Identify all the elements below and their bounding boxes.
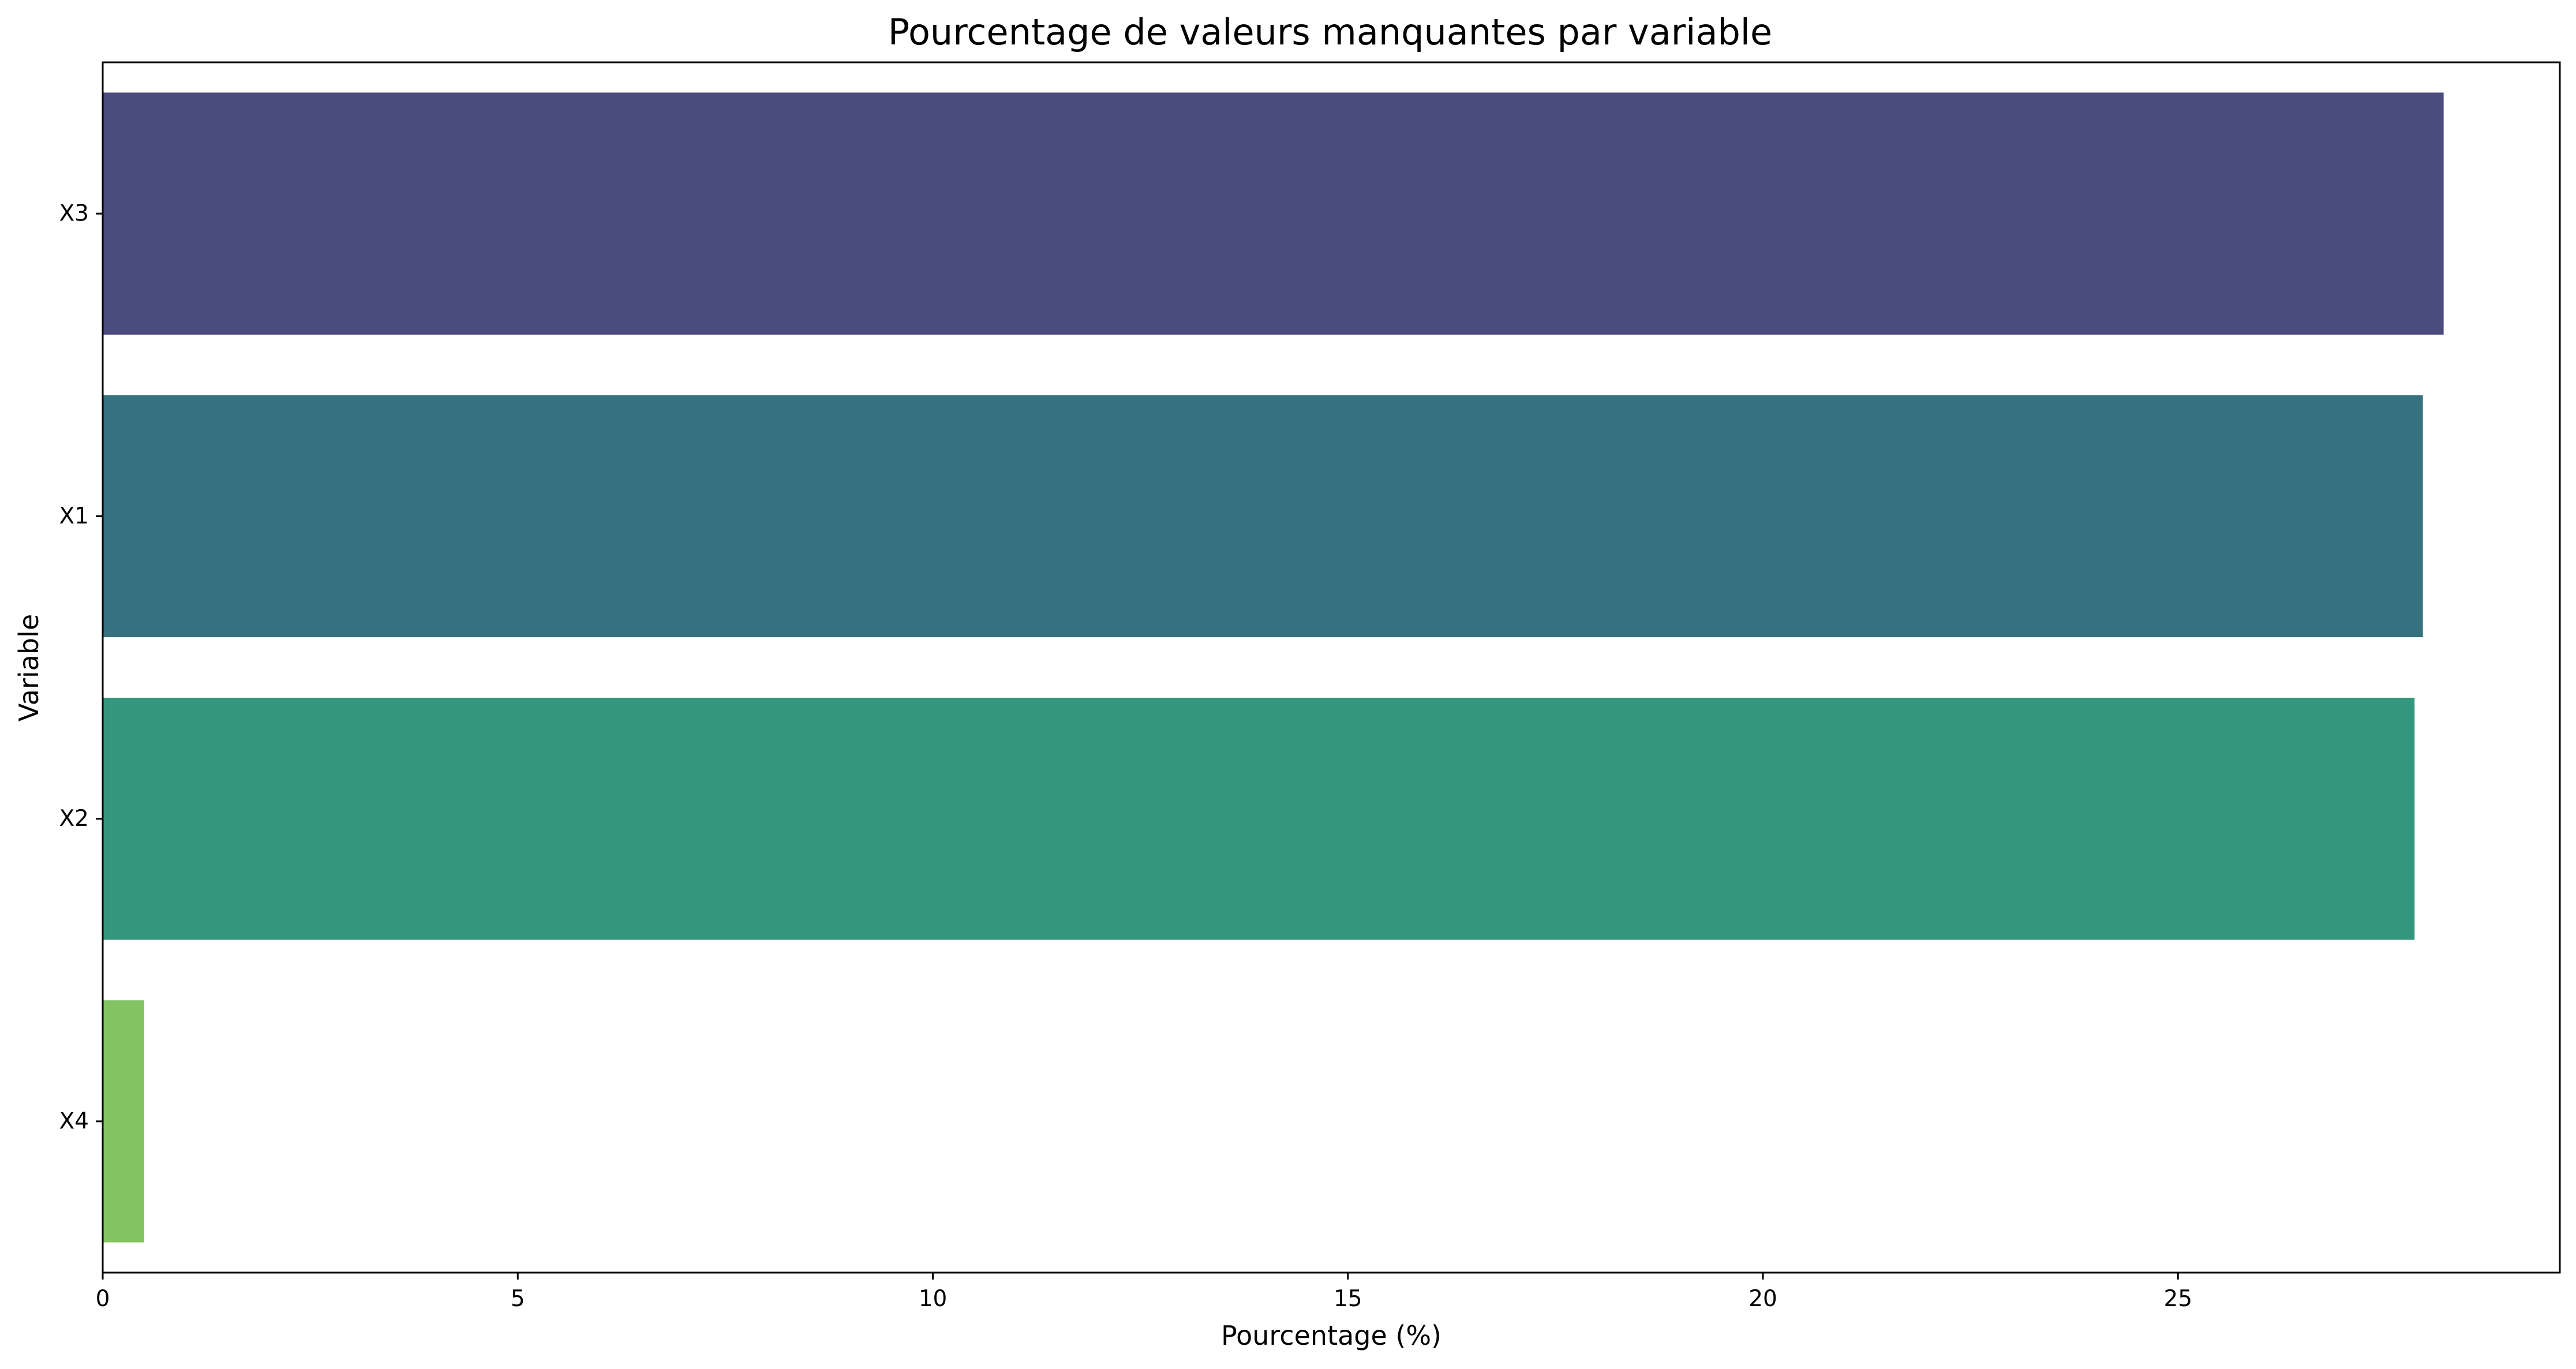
bars: [103, 92, 2444, 1243]
x-tick-label: 15: [1334, 1286, 1362, 1312]
bar-x2: [103, 697, 2415, 940]
y-tick-label: X2: [59, 806, 89, 832]
bar-x3: [103, 92, 2444, 335]
bar-x1: [103, 395, 2423, 638]
y-tick-label: X4: [59, 1108, 89, 1134]
x-axis-label: Pourcentage (%): [1221, 1320, 1441, 1351]
y-axis-label: Variable: [13, 614, 44, 721]
x-axis-ticks: 0 5 10 15 20 25: [96, 1273, 2192, 1312]
y-tick-label: X3: [59, 201, 89, 227]
plot-frame: [102, 61, 2561, 1274]
x-tick-label: 25: [2163, 1286, 2192, 1312]
x-tick-label: 5: [511, 1286, 525, 1312]
x-tick-label: 20: [1748, 1286, 1777, 1312]
bar-x4: [103, 1000, 144, 1243]
y-tick-label: X1: [59, 503, 89, 529]
y-axis-ticks: X3 X1 X2 X4: [59, 201, 103, 1134]
x-tick-label: 10: [919, 1286, 948, 1312]
x-tick-label: 0: [96, 1286, 110, 1312]
chart-title: Pourcentage de valeurs manquantes par va…: [888, 11, 1772, 53]
